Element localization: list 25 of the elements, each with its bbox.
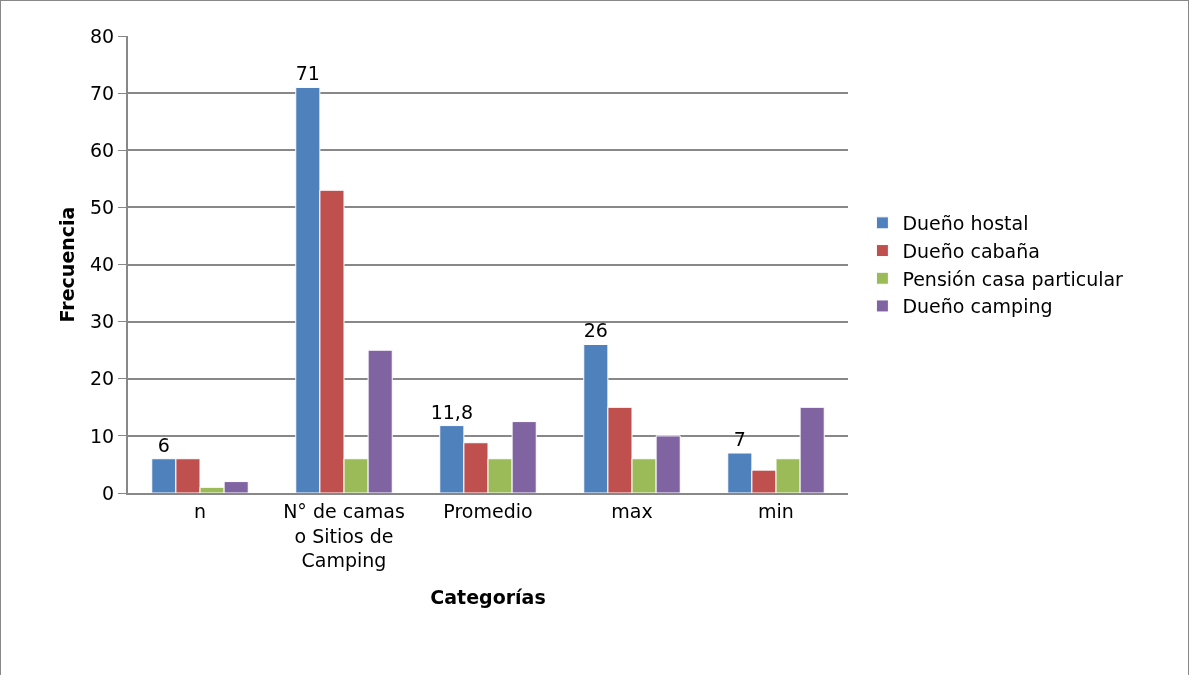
x-tick-label: min xyxy=(758,499,794,522)
x-tick-label: n xyxy=(193,499,207,522)
legend-label: Pensión casa particular xyxy=(902,267,1124,290)
y-tick-label: 40 xyxy=(90,253,115,276)
y-tick-label: 70 xyxy=(90,81,115,104)
x-tick-label: N° de camas o Sitios de Camping xyxy=(283,499,405,572)
y-tick-label: 80 xyxy=(90,24,115,47)
legend-label: Dueño cabaña xyxy=(902,239,1040,262)
x-axis-title: Categorías xyxy=(430,585,546,608)
y-tick-label: 30 xyxy=(90,310,115,333)
y-axis-title: Frecuencia xyxy=(56,206,79,323)
data-label: 11,8 xyxy=(430,400,473,423)
data-label: 7 xyxy=(733,428,746,451)
data-label: 26 xyxy=(583,319,608,342)
legend-label: Dueño camping xyxy=(902,295,1053,318)
data-label: 71 xyxy=(295,62,320,85)
y-tick-label: 0 xyxy=(102,481,115,504)
y-tick-label: 60 xyxy=(90,138,115,161)
data-label: 6 xyxy=(157,433,170,456)
y-tick-label: 20 xyxy=(90,367,115,390)
y-tick-label: 50 xyxy=(90,196,115,219)
legend-label: Dueño hostal xyxy=(902,212,1029,235)
x-tick-label: Promedio xyxy=(443,499,533,522)
x-tick-label: max xyxy=(611,499,653,522)
y-tick-label: 10 xyxy=(90,424,115,447)
